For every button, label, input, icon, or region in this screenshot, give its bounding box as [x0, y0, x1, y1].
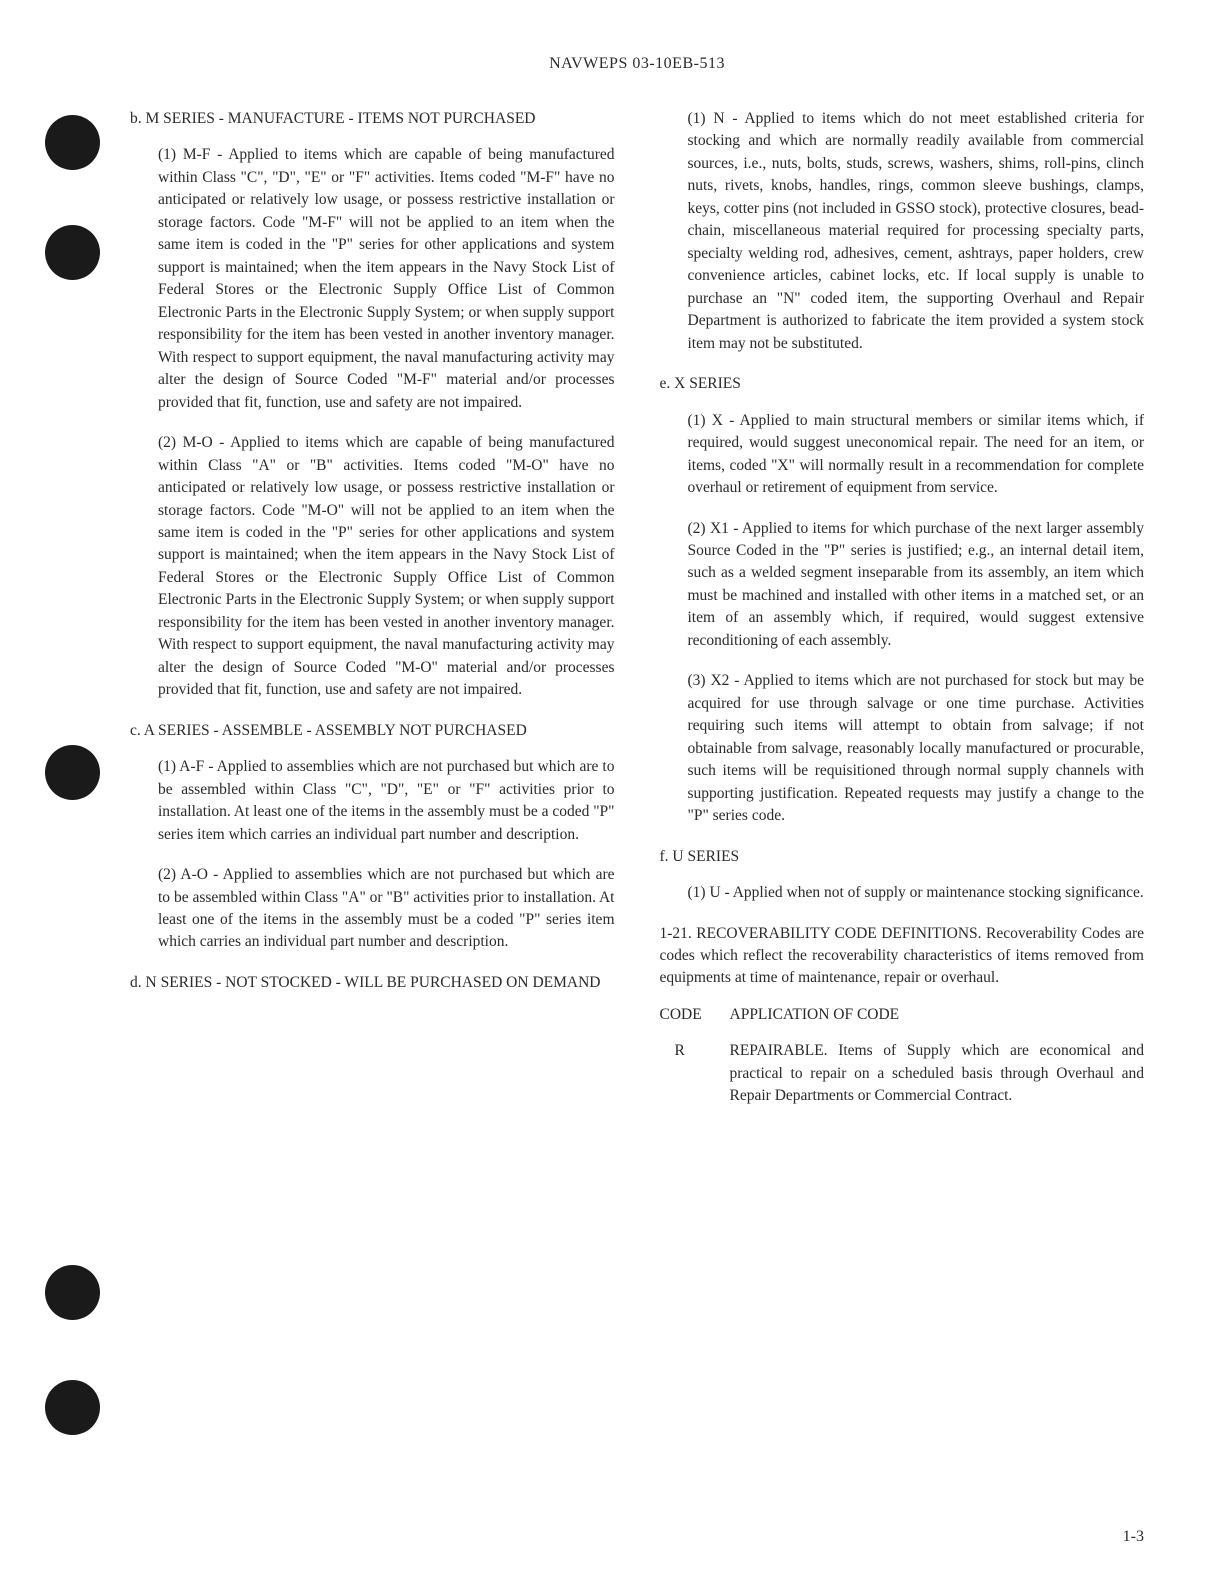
item-marker: (1) [158, 758, 176, 775]
code-table-header: CODE APPLICATION OF CODE [660, 1004, 1145, 1026]
item-text: N - Applied to items which do not meet e… [688, 110, 1145, 352]
section-b-header: b. M SERIES - MANUFACTURE - ITEMS NOT PU… [130, 108, 615, 130]
section-e-header: e. X SERIES [660, 373, 1145, 395]
item-text: M-F - Applied to items which are capable… [158, 146, 615, 410]
item-marker: (2) [158, 866, 176, 883]
code-header-app: APPLICATION OF CODE [730, 1004, 900, 1026]
item-marker: (1) [688, 412, 706, 429]
content-area: b. M SERIES - MANUFACTURE - ITEMS NOT PU… [130, 108, 1144, 1108]
item-marker: (1) [158, 146, 176, 163]
item-text: X - Applied to main structural members o… [688, 412, 1145, 496]
item-text: A-F - Applied to assemblies which are no… [158, 758, 615, 842]
section-c-header: c. A SERIES - ASSEMBLE - ASSEMBLY NOT PU… [130, 720, 615, 742]
item-f1: (1) U - Applied when not of supply or ma… [688, 882, 1145, 904]
item-c1: (1) A-F - Applied to assemblies which ar… [158, 756, 615, 846]
item-e2: (2) X1 - Applied to items for which purc… [688, 518, 1145, 653]
item-text: X1 - Applied to items for which purchase… [688, 520, 1145, 649]
item-marker: (2) [688, 520, 706, 537]
item-e3: (3) X2 - Applied to items which are not … [688, 670, 1145, 827]
item-d1: (1) N - Applied to items which do not me… [688, 108, 1145, 355]
item-text: M-O - Applied to items which are capable… [158, 434, 615, 698]
code-header-code: CODE [660, 1004, 730, 1026]
item-text: U - Applied when not of supply or mainte… [709, 884, 1143, 901]
code-row: R REPAIRABLE. Items of Supply which are … [660, 1040, 1145, 1107]
punch-hole [45, 1380, 100, 1435]
item-marker: (3) [688, 672, 706, 689]
item-text: A-O - Applied to assemblies which are no… [158, 866, 615, 950]
item-text: X2 - Applied to items which are not purc… [688, 672, 1145, 824]
left-column: b. M SERIES - MANUFACTURE - ITEMS NOT PU… [130, 108, 615, 1108]
code-row-text: REPAIRABLE. Items of Supply which are ec… [730, 1040, 1145, 1107]
section-d-header: d. N SERIES - NOT STOCKED - WILL BE PURC… [130, 972, 615, 994]
punch-hole [45, 225, 100, 280]
page-number: 1-3 [1123, 1528, 1144, 1546]
punch-hole [45, 115, 100, 170]
code-table: CODE APPLICATION OF CODE R REPAIRABLE. I… [660, 1004, 1145, 1108]
item-b2: (2) M-O - Applied to items which are cap… [158, 432, 615, 702]
item-e1: (1) X - Applied to main structural membe… [688, 410, 1145, 500]
right-column: (1) N - Applied to items which do not me… [660, 108, 1145, 1108]
item-c2: (2) A-O - Applied to assemblies which ar… [158, 864, 615, 954]
item-marker: (2) [158, 434, 176, 451]
document-header: NAVWEPS 03-10EB-513 [130, 55, 1144, 73]
item-marker: (1) [688, 884, 706, 901]
paragraph-1-21: 1-21. RECOVERABILITY CODE DEFINITIONS. R… [660, 923, 1145, 990]
section-f-header: f. U SERIES [660, 846, 1145, 868]
punch-hole [45, 745, 100, 800]
item-b1: (1) M-F - Applied to items which are cap… [158, 144, 615, 414]
punch-hole [45, 1265, 100, 1320]
item-marker: (1) [688, 110, 706, 127]
code-row-code: R [660, 1040, 730, 1107]
